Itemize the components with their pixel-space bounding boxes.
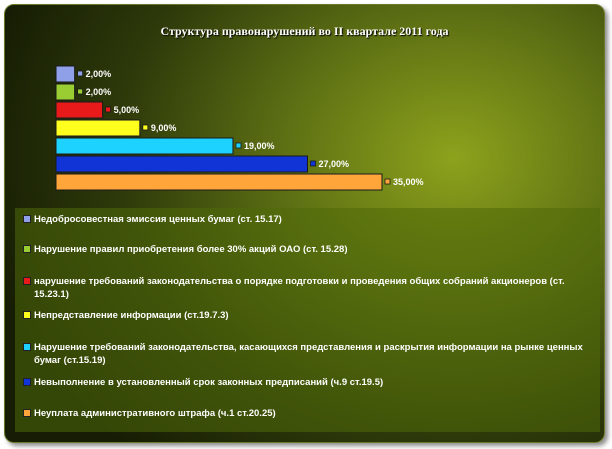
legend-label-3: нарушение требований законодательства о … xyxy=(34,276,565,300)
bar-label-marker-1 xyxy=(77,70,84,77)
legend-item-4: Непредставление информации (ст.19.7.3) xyxy=(23,309,598,322)
legend-label-7: Неуплата административного штрафа (ч.1 с… xyxy=(34,408,276,419)
legend-item-2: Нарушение правил приобретения более 30% … xyxy=(23,243,598,256)
bar-value-label-3: 5,00% xyxy=(114,105,140,115)
legend-item-1: Недобросовестная эмиссия ценных бумаг (с… xyxy=(23,213,598,226)
bar-value-label-2: 2,00% xyxy=(86,87,112,97)
legend-label-1: Недобросовестная эмиссия ценных бумаг (с… xyxy=(34,214,282,225)
legend-swatch-4 xyxy=(23,311,31,319)
legend-label-4: Непредставление информации (ст.19.7.3) xyxy=(34,310,229,321)
chart-plot: 2,00%2,00%5,00%9,00%19,00%27,00%35,00% xyxy=(55,65,424,191)
legend-item-7: Неуплата административного штрафа (ч.1 с… xyxy=(23,407,598,420)
bar-4 xyxy=(55,119,141,137)
chart-title: Структура правонарушений во II квартале … xyxy=(160,24,449,38)
legend-swatch-1 xyxy=(23,215,31,223)
bar-value-label-6: 27,00% xyxy=(318,159,349,169)
bar-label-marker-7 xyxy=(384,178,391,185)
bar-7 xyxy=(55,173,383,191)
legend-item-3: нарушение требований законодательства о … xyxy=(23,275,598,301)
bar-label-marker-6 xyxy=(310,160,316,167)
bar-label-marker-2 xyxy=(77,88,84,95)
legend-item-5: Нарушение требований законодательства, к… xyxy=(23,341,598,367)
bar-label-marker-5 xyxy=(235,142,242,149)
legend: Недобросовестная эмиссия ценных бумаг (с… xyxy=(15,208,600,432)
bar-value-label-4: 9,00% xyxy=(151,123,177,133)
bar-label-marker-3 xyxy=(105,106,111,113)
bar-1 xyxy=(55,65,76,83)
bar-value-label-1: 2,00% xyxy=(86,69,112,79)
legend-label-2: Нарушение правил приобретения более 30% … xyxy=(34,244,348,255)
legend-item-6: Невыполнение в установленный срок законн… xyxy=(23,376,598,389)
legend-swatch-6 xyxy=(23,378,31,386)
chart-frame: Структура правонарушений во II квартале … xyxy=(4,4,605,443)
bar-5 xyxy=(55,137,234,155)
bar-2 xyxy=(55,83,76,101)
bar-3 xyxy=(55,101,104,119)
legend-swatch-2 xyxy=(23,245,31,253)
legend-label-6: Невыполнение в установленный срок законн… xyxy=(34,377,384,388)
bar-6 xyxy=(55,155,308,173)
legend-swatch-5 xyxy=(23,343,31,351)
legend-label-5: Нарушение требований законодательства, к… xyxy=(34,342,583,366)
legend-swatch-7 xyxy=(23,409,31,417)
bar-value-label-5: 19,00% xyxy=(244,141,275,151)
bar-value-label-7: 35,00% xyxy=(393,177,424,187)
legend-swatch-3 xyxy=(23,277,31,285)
bar-label-marker-4 xyxy=(142,124,149,131)
